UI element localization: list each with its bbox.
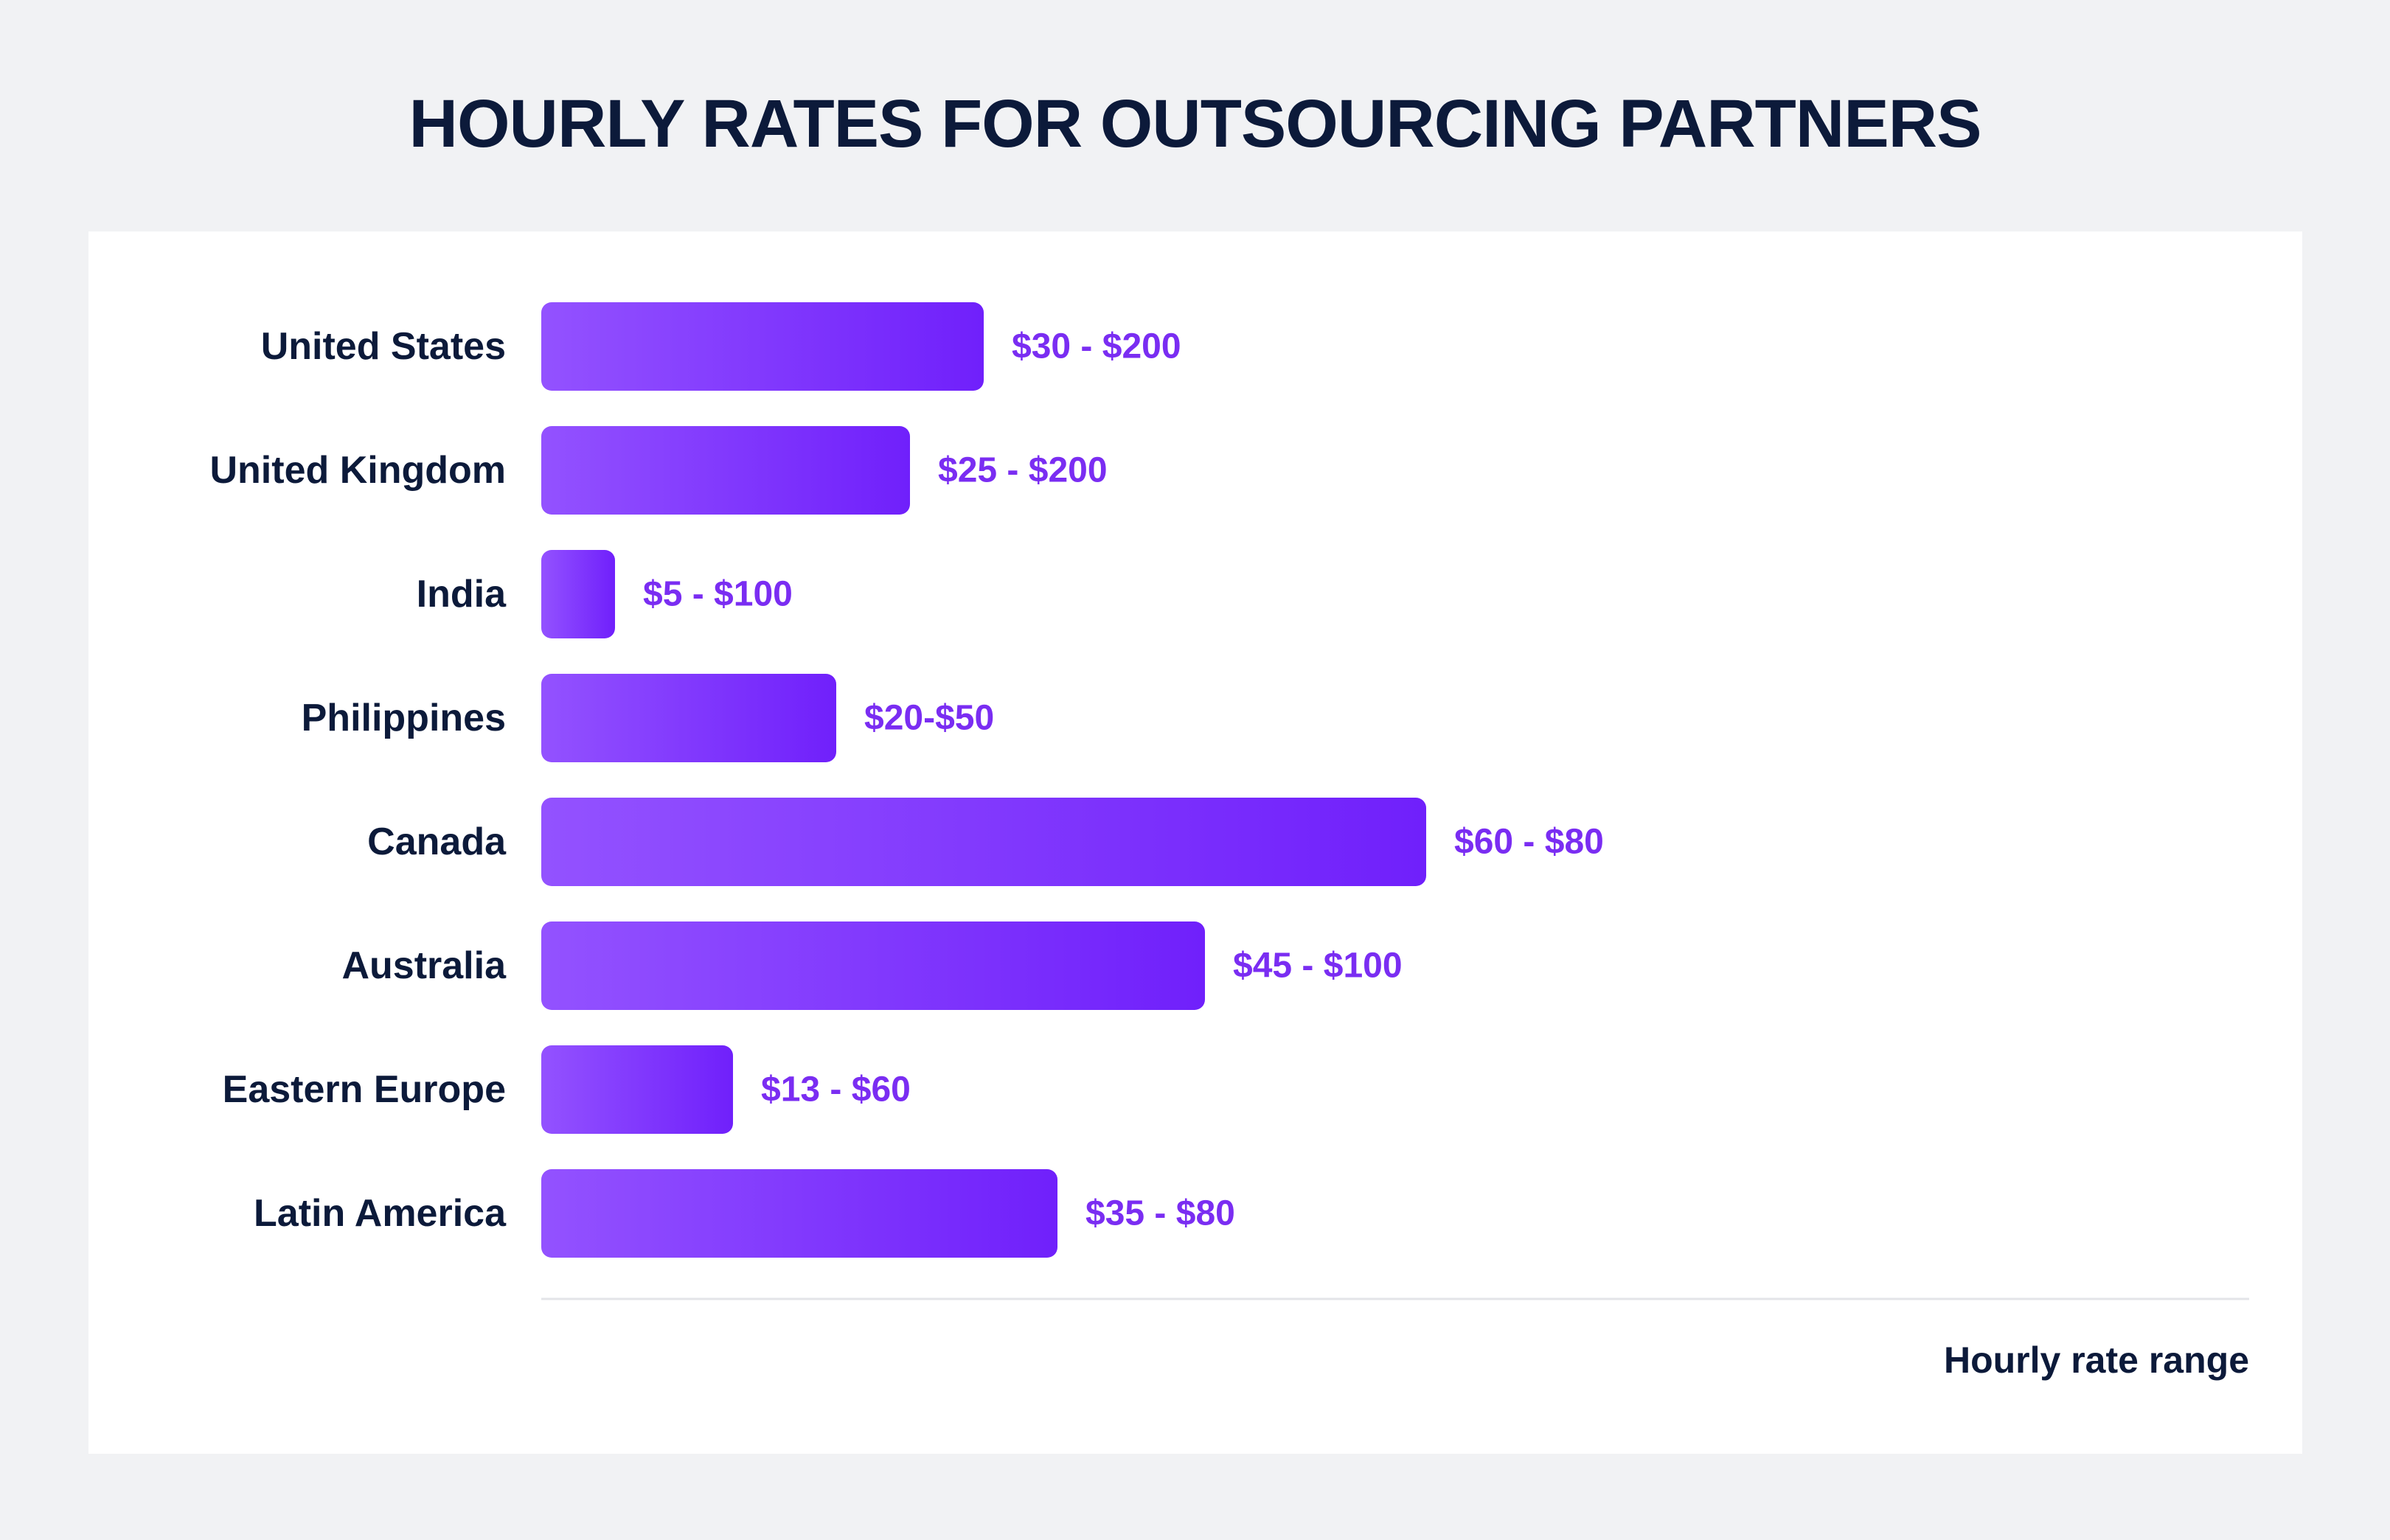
category-label-0: United States — [261, 325, 506, 368]
category-label-7: Latin America — [254, 1192, 507, 1235]
bar-6 — [541, 1045, 733, 1134]
bar-5 — [541, 921, 1205, 1010]
value-label-0: $30 - $200 — [1012, 327, 1181, 366]
value-label-3: $20-$50 — [864, 699, 994, 738]
chart-title: HOURLY RATES FOR OUTSOURCING PARTNERS — [409, 86, 1982, 161]
value-label-5: $45 - $100 — [1233, 947, 1403, 986]
value-label-1: $25 - $200 — [938, 451, 1108, 490]
bar-1 — [541, 426, 910, 515]
value-label-7: $35 - $80 — [1085, 1194, 1235, 1233]
value-label-4: $60 - $80 — [1454, 823, 1604, 862]
category-label-1: United Kingdom — [209, 449, 506, 492]
bar-2 — [541, 550, 615, 638]
category-label-2: India — [417, 573, 507, 616]
bars-layer: United States $30 - $200 United Kingdom $25… — [209, 302, 1604, 1258]
category-label-4: Canada — [367, 820, 507, 863]
value-label-6: $13 - $60 — [761, 1070, 911, 1109]
bar-7 — [541, 1169, 1057, 1258]
category-label-6: Eastern Europe — [223, 1068, 506, 1111]
value-label-2: $5 - $100 — [643, 575, 793, 614]
x-axis-label: Hourly rate range — [1944, 1339, 2249, 1381]
bar-0 — [541, 302, 984, 391]
category-label-5: Australia — [341, 944, 507, 987]
bar-3 — [541, 674, 836, 762]
category-label-3: Philippines — [302, 697, 506, 739]
bar-4 — [541, 798, 1426, 886]
